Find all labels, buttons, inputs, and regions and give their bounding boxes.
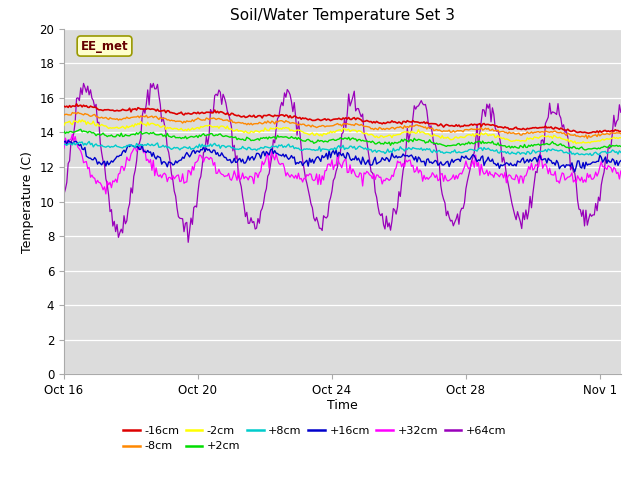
X-axis label: Time: Time bbox=[327, 398, 358, 411]
Legend: -16cm, -8cm, -2cm, +2cm, +8cm, +16cm, +32cm, +64cm: -16cm, -8cm, -2cm, +2cm, +8cm, +16cm, +3… bbox=[118, 421, 511, 456]
Title: Soil/Water Temperature Set 3: Soil/Water Temperature Set 3 bbox=[230, 9, 455, 24]
Y-axis label: Temperature (C): Temperature (C) bbox=[20, 151, 34, 252]
Text: EE_met: EE_met bbox=[81, 39, 129, 52]
